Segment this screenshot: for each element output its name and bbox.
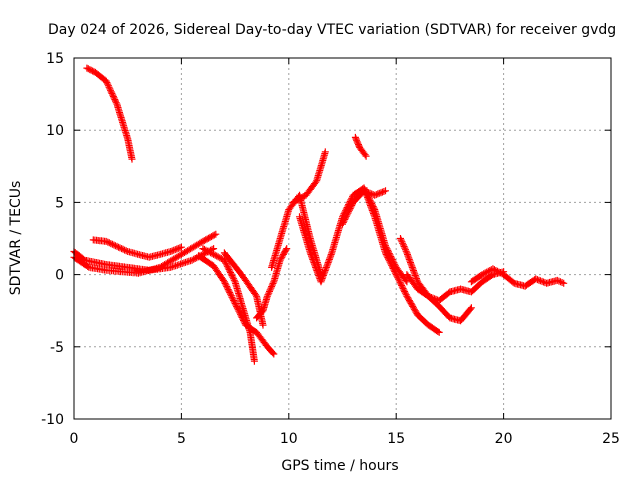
- series-arc-rising: [253, 245, 291, 322]
- plot-frame: [73, 57, 612, 420]
- x-tick-label-1: 5: [177, 431, 186, 447]
- series-arc-afternoon-a: [360, 184, 443, 336]
- y-axis-label: SDTVAR / TECUs: [8, 181, 24, 296]
- series-arc-upper-short-markers: [351, 133, 370, 160]
- x-tick-label-2: 10: [280, 431, 298, 447]
- y-tick-label-1: -5: [50, 340, 64, 356]
- y-tick-label-4: 10: [46, 123, 64, 139]
- ticks: 0 5 10 15 20 25 -10 -5 0 5 10 15: [41, 51, 620, 447]
- series-arc-early-high: [83, 64, 136, 163]
- series-arc-upper-short: [351, 133, 370, 160]
- x-axis-label: GPS time / hours: [281, 458, 398, 474]
- series-arc-evening-markers: [467, 265, 568, 290]
- series-arc-rising-markers: [253, 245, 291, 322]
- series-arc-midday-b: [199, 245, 258, 365]
- x-tick-label-3: 15: [387, 431, 405, 447]
- data-marks: [70, 64, 568, 365]
- y-tick-label-3: 5: [55, 195, 64, 211]
- x-tick-label-4: 20: [495, 431, 513, 447]
- series-arc-afternoon-c-markers: [403, 268, 508, 305]
- series-arc-midday-b-markers: [199, 245, 258, 365]
- y-tick-label-2: 0: [55, 268, 64, 284]
- series-arc-afternoon-a-markers: [360, 184, 443, 336]
- y-tick-label-0: -10: [41, 412, 64, 428]
- grid: [74, 58, 611, 419]
- series-arc-afternoon-c: [403, 268, 508, 305]
- series-arc-peak-b-markers: [289, 148, 329, 206]
- series-arc-peak-b: [289, 148, 329, 206]
- y-tick-label-5: 15: [46, 51, 64, 67]
- x-tick-label-0: 0: [70, 431, 79, 447]
- series-arc-morning-upper: [89, 236, 185, 261]
- series-arc-early-high-markers: [83, 64, 136, 163]
- series-arc-morning-upper-markers: [89, 236, 185, 261]
- chart-title: Day 024 of 2026, Sidereal Day-to-day VTE…: [48, 22, 616, 38]
- x-tick-label-5: 25: [602, 431, 620, 447]
- series-arc-evening: [467, 265, 568, 290]
